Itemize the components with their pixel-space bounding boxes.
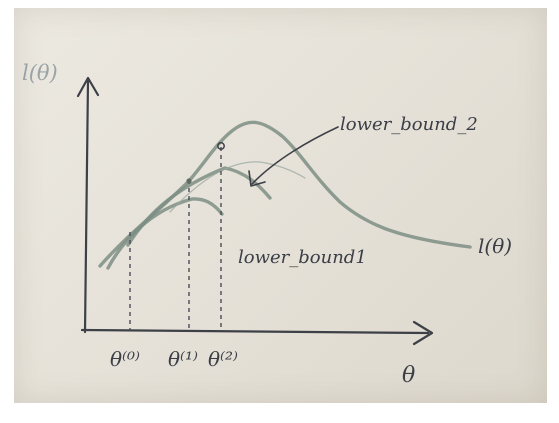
y-axis-arrowhead [76, 76, 100, 98]
theta-2-point [217, 142, 225, 150]
annotation-arrowhead [248, 170, 266, 187]
theta-2-label: θ⁽²⁾ [208, 347, 238, 371]
y-axis-label: l(θ) [22, 61, 58, 85]
x-axis-label: θ [402, 363, 415, 388]
paper-background [14, 8, 547, 403]
y-axis [83, 78, 90, 334]
theta-1-label: θ⁽¹⁾ [168, 347, 198, 371]
annotation-arrow [251, 126, 339, 185]
lower-bound-1-label: lower_bound1 [238, 247, 367, 268]
lower-bound-1-curve [106, 197, 224, 270]
lower-bound-extra-curve [169, 161, 306, 213]
lower-bound-2-curve [126, 166, 272, 247]
lower-bound-2-label: lower_bound_2 [340, 114, 478, 135]
curve-label: l(θ) [478, 234, 512, 258]
theta-1-point [186, 178, 192, 184]
x-axis [80, 328, 430, 335]
x-axis-arrowhead [412, 320, 434, 346]
likelihood-curve [98, 120, 472, 268]
theta-0-label: θ⁽⁰⁾ [110, 347, 140, 371]
